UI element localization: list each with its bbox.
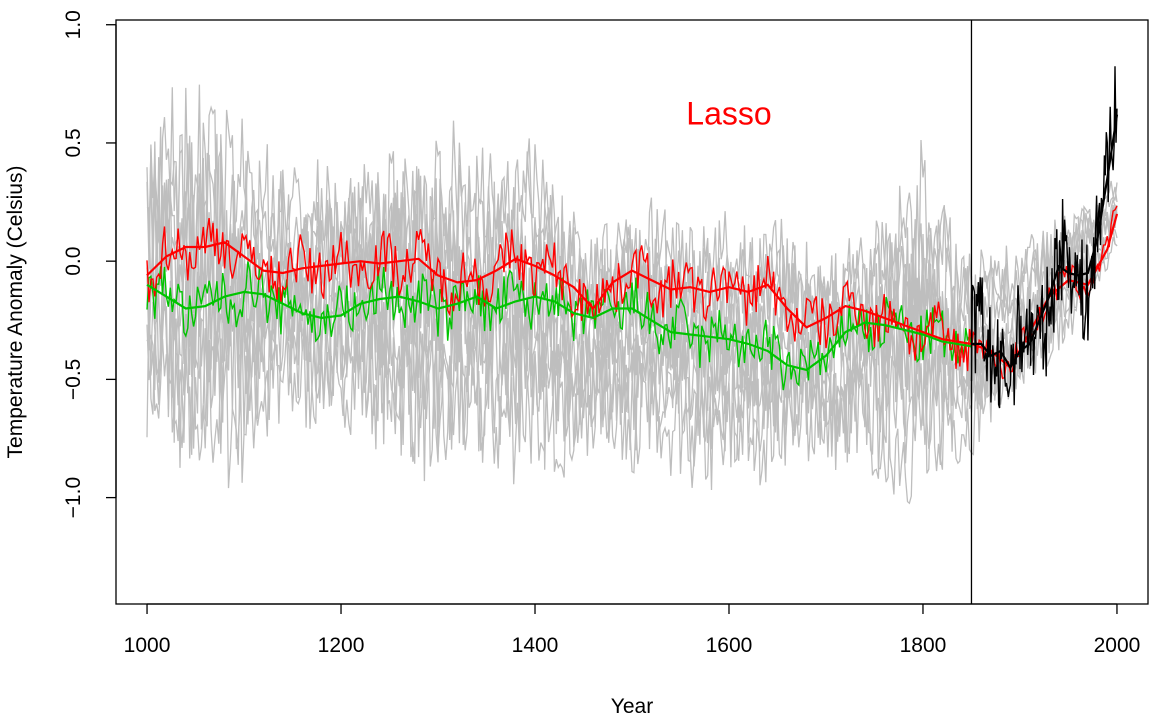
y-tick-label: −1.0 <box>62 477 85 518</box>
y-tick-label: −0.5 <box>62 359 85 400</box>
y-tick-label: 1.0 <box>62 10 85 39</box>
green-annual-line <box>146 261 973 391</box>
x-tick-label: 1200 <box>318 634 365 657</box>
red-annual-line <box>146 217 973 372</box>
green-smooth-line <box>146 283 972 371</box>
ensemble-line <box>146 225 1118 456</box>
series-lines <box>146 66 1119 409</box>
observed-annual-line <box>970 66 1118 409</box>
y-axis: −1.0 −0.5 0.0 0.5 1.0 <box>62 10 117 518</box>
x-tick-label: 1000 <box>124 634 171 657</box>
y-tick-label: 0.0 <box>62 247 85 276</box>
x-tick-label: 2000 <box>1094 634 1141 657</box>
x-tick-label: 1800 <box>900 634 947 657</box>
x-tick-label: 1400 <box>512 634 559 657</box>
observed-smooth-line <box>971 114 1119 369</box>
x-axis-title: Year <box>611 695 653 718</box>
x-tick-label: 1600 <box>706 634 753 657</box>
red-smooth-line <box>146 241 972 345</box>
y-axis-title: Temperature Anomaly (Celsius) <box>4 166 27 459</box>
y-tick-label: 0.5 <box>62 128 85 157</box>
chart-annotation: Lasso <box>686 96 771 132</box>
x-axis: 1000 1200 1400 1600 1800 2000 <box>124 603 1141 657</box>
